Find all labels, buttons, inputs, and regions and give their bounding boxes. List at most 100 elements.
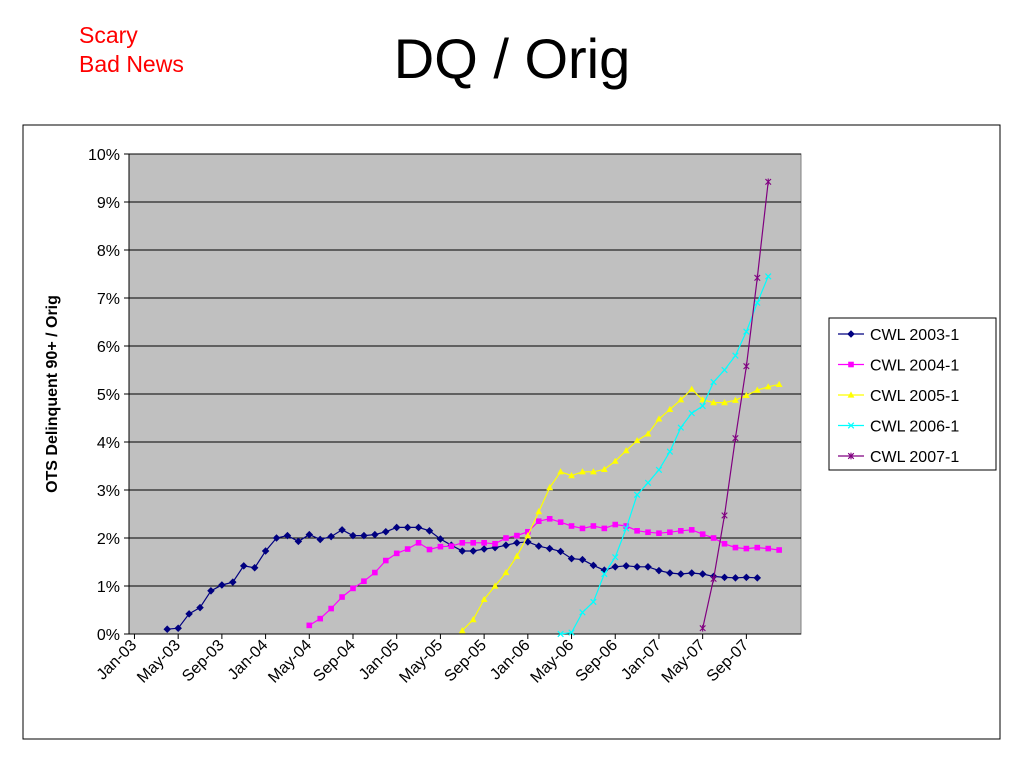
data-point <box>765 545 772 552</box>
data-point <box>239 562 248 570</box>
data-point <box>546 516 553 522</box>
data-point <box>207 587 215 595</box>
data-point <box>644 430 652 437</box>
data-point <box>557 630 564 638</box>
data-point <box>502 568 510 576</box>
data-point <box>644 479 652 487</box>
data-point <box>567 554 576 563</box>
data-point <box>338 526 346 534</box>
data-point <box>732 396 739 403</box>
data-point <box>677 396 685 403</box>
data-point <box>502 541 510 549</box>
slide-title: DQ / Orig <box>393 27 631 90</box>
data-point <box>847 391 855 398</box>
data-point <box>458 547 467 555</box>
y-tick-label: 2% <box>97 531 120 548</box>
data-point <box>710 399 717 406</box>
data-point <box>514 532 520 539</box>
legend-label: CWL 2003-1 <box>870 327 959 344</box>
data-point <box>720 573 729 582</box>
data-point <box>634 528 640 534</box>
data-point <box>764 383 772 390</box>
legend-label: CWL 2007-1 <box>870 449 959 466</box>
data-point <box>294 537 303 546</box>
legend-entry: CWL 2003-1 <box>838 327 959 344</box>
data-point <box>764 273 772 280</box>
data-point <box>655 566 663 575</box>
y-tick-label: 9% <box>97 195 120 212</box>
data-point <box>666 405 674 412</box>
data-point <box>546 484 554 491</box>
data-point <box>699 402 706 410</box>
data-point <box>469 547 477 555</box>
data-point <box>360 531 368 540</box>
data-point <box>458 627 466 634</box>
data-point <box>437 543 444 550</box>
data-point <box>847 330 855 338</box>
data-point <box>847 422 855 429</box>
data-point <box>535 518 542 524</box>
data-point <box>328 605 334 612</box>
data-point <box>732 434 739 442</box>
data-point <box>382 557 389 564</box>
data-point <box>601 525 608 532</box>
data-point <box>743 362 750 370</box>
data-point <box>578 555 587 564</box>
data-point <box>742 573 751 582</box>
data-point <box>847 452 855 460</box>
data-point <box>622 447 630 454</box>
data-point <box>503 535 509 541</box>
data-point <box>732 352 739 359</box>
data-point <box>678 528 684 534</box>
data-point <box>174 624 182 633</box>
data-point <box>229 578 237 586</box>
data-point <box>524 532 532 539</box>
series-cwl-2006-1 <box>557 273 772 638</box>
data-point <box>403 523 412 532</box>
series-cwl-2005-1 <box>458 380 783 634</box>
data-point <box>339 594 345 600</box>
data-point <box>721 512 728 519</box>
data-point <box>688 409 695 417</box>
data-point <box>535 508 543 515</box>
data-point <box>350 585 356 592</box>
data-point <box>656 530 662 536</box>
data-point <box>699 624 706 632</box>
data-point <box>731 574 740 582</box>
data-point <box>645 529 651 536</box>
legend-entry: CWL 2006-1 <box>838 419 959 436</box>
y-tick-label: 7% <box>97 291 120 308</box>
series-layer <box>163 178 783 638</box>
data-point <box>470 540 476 546</box>
data-point <box>688 527 695 533</box>
y-tick-label: 4% <box>97 435 120 452</box>
data-point <box>568 629 575 636</box>
data-point <box>742 391 750 399</box>
y-tick-label: 3% <box>97 483 120 500</box>
data-point <box>480 595 488 603</box>
scary-bad-news-note: Scary Bad News <box>79 21 184 79</box>
y-tick-label: 5% <box>97 387 120 404</box>
data-point <box>317 615 324 622</box>
data-point <box>590 598 597 606</box>
data-point <box>534 542 543 550</box>
data-point <box>611 563 620 571</box>
data-point <box>306 622 313 629</box>
data-point <box>633 491 641 499</box>
data-point <box>316 535 324 544</box>
data-point <box>372 569 378 576</box>
y-tick-label: 6% <box>97 339 120 356</box>
data-point <box>677 424 685 431</box>
data-point <box>666 569 674 577</box>
data-point <box>480 545 488 553</box>
data-point <box>349 531 357 540</box>
data-point <box>743 545 750 552</box>
data-point <box>754 274 761 282</box>
data-point <box>382 527 390 536</box>
data-point <box>579 525 586 532</box>
data-point <box>448 543 455 549</box>
data-point <box>568 472 575 479</box>
data-point <box>721 399 728 406</box>
data-point <box>436 535 445 543</box>
